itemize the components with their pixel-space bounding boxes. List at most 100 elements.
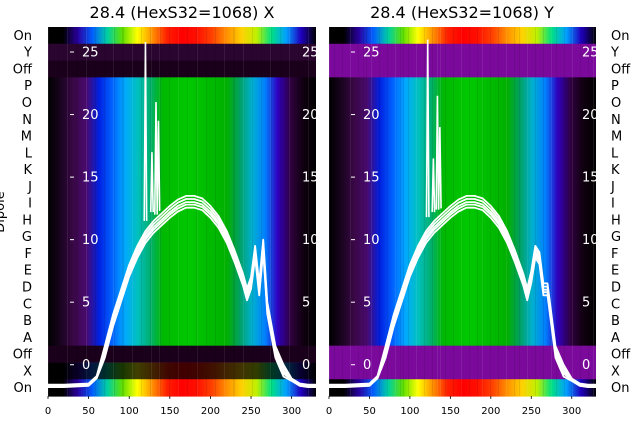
heatmap-streak: [506, 27, 507, 396]
heatmap-streak: [461, 27, 462, 396]
heatmap-streak: [477, 27, 478, 396]
heatmap-row: [48, 278, 316, 296]
line-y-tick-label-right: 5: [302, 296, 310, 311]
heatmap-row: [329, 228, 596, 246]
heatmap-row: [48, 60, 316, 78]
heatmap-streak: [160, 27, 161, 396]
heatmap-streak: [440, 27, 441, 396]
row-tick-label: Off: [13, 348, 33, 363]
row-tick-label: L: [25, 146, 33, 161]
heatmap-row: [329, 261, 596, 280]
row-tick-label: M: [611, 130, 622, 145]
row-tick-label: B: [611, 314, 620, 329]
line-y-tick-label-right: 10: [582, 233, 599, 248]
row-tick-label: I: [28, 197, 32, 212]
row-tick-label: Y: [610, 46, 619, 61]
series-spike: [435, 95, 440, 210]
heatmap-streak: [187, 27, 188, 396]
row-tick-label: O: [22, 96, 32, 111]
heatmap-streak: [400, 27, 401, 396]
heatmap-streak: [379, 27, 380, 396]
heatmap-streak: [48, 27, 49, 396]
heatmap-row: [329, 328, 596, 347]
series-spike: [156, 120, 161, 211]
heatmap-row: [48, 77, 316, 95]
line-y-tick-label-right: 25: [302, 46, 319, 61]
heatmap-streak: [395, 27, 396, 396]
row-tick-label: D: [22, 281, 32, 296]
heatmap-row: [329, 245, 596, 263]
x-tick-label: 0: [45, 406, 51, 417]
series-spike: [153, 102, 159, 215]
x-tick-label: 50: [82, 406, 95, 417]
heatmap-streak: [77, 27, 78, 396]
heatmap-row: [48, 43, 316, 62]
heatmap-streak: [270, 27, 271, 396]
heatmap-row: [48, 261, 316, 280]
y-axis-label: Dipole: [0, 191, 8, 232]
row-tick-label: M: [21, 130, 32, 145]
x-tick-label: 250: [522, 406, 541, 417]
series-line: [48, 194, 316, 386]
x-tick-label: 0: [326, 406, 332, 417]
row-tick-label: I: [611, 197, 615, 212]
heatmap-row: [329, 27, 596, 45]
heatmap-streak: [358, 27, 359, 396]
row-tick-label: A: [611, 331, 620, 346]
heatmap-streak: [224, 27, 225, 396]
heatmap-row: [329, 144, 596, 162]
heatmap-row: [48, 328, 316, 347]
heatmap-row: [48, 177, 316, 196]
row-tick-label: Y: [23, 46, 32, 61]
heatmap-row: [329, 60, 596, 78]
heatmap-row: [329, 211, 596, 229]
heatmap-streak: [234, 27, 235, 396]
heatmap-streak: [104, 27, 105, 396]
panel-y: 28.4 (HexS32=1068) Y OnYOffPONMLKJIHGFED…: [326, 3, 631, 417]
x-tick-label: 100: [400, 406, 419, 417]
heatmap-streak: [514, 27, 515, 396]
heatmap-streak: [387, 27, 388, 396]
row-tick-label: O: [611, 96, 621, 111]
heatmap-streak: [469, 27, 470, 396]
heatmap-streak: [498, 27, 499, 396]
heatmap-streak: [307, 27, 308, 396]
heatmap-streak: [114, 27, 115, 396]
row-tick-label: G: [22, 230, 32, 245]
row-tick-label: G: [611, 230, 621, 245]
heatmap-row: [329, 345, 596, 364]
row-tick-label: J: [610, 180, 615, 195]
line-y-tick-label: 5: [363, 296, 371, 311]
heatmap-streak: [308, 27, 309, 396]
heatmap-row: [329, 110, 596, 129]
heatmap-streak: [159, 27, 160, 396]
heatmap-row: [329, 177, 596, 196]
series-line: [329, 194, 596, 386]
line-y-tick-label-right: 0: [302, 358, 310, 373]
panel-x: 28.4 (HexS32=1068) X OnYOffPONMLKJIHGFED…: [13, 3, 319, 417]
heatmap-streak: [243, 27, 244, 396]
row-tick-label: L: [611, 146, 619, 161]
row-tick-label: Off: [13, 62, 33, 77]
series-spike: [143, 42, 148, 221]
heatmap-streak: [593, 27, 594, 396]
heatmap-streak: [350, 27, 351, 396]
heatmap-streak: [85, 27, 86, 396]
x-tick-label: 50: [363, 406, 376, 417]
line-y-tick-label-right: 20: [582, 108, 599, 123]
line-y-tick-label-right: 25: [582, 46, 599, 61]
heatmap-row: [329, 77, 596, 95]
heatmap-streak: [543, 27, 544, 396]
row-tick-label: C: [611, 297, 620, 312]
row-tick-label: X: [611, 364, 620, 379]
row-tick-label: F: [611, 247, 618, 262]
heatmap-row: [329, 161, 596, 179]
heatmap-streak: [76, 27, 77, 396]
x-tick-label: 250: [241, 406, 260, 417]
row-tick-label: D: [611, 281, 621, 296]
series-spike: [425, 39, 430, 218]
panel-title-y: 28.4 (HexS32=1068) Y: [370, 3, 554, 22]
heatmap-streak: [329, 27, 330, 396]
row-tick-label: C: [23, 297, 32, 312]
